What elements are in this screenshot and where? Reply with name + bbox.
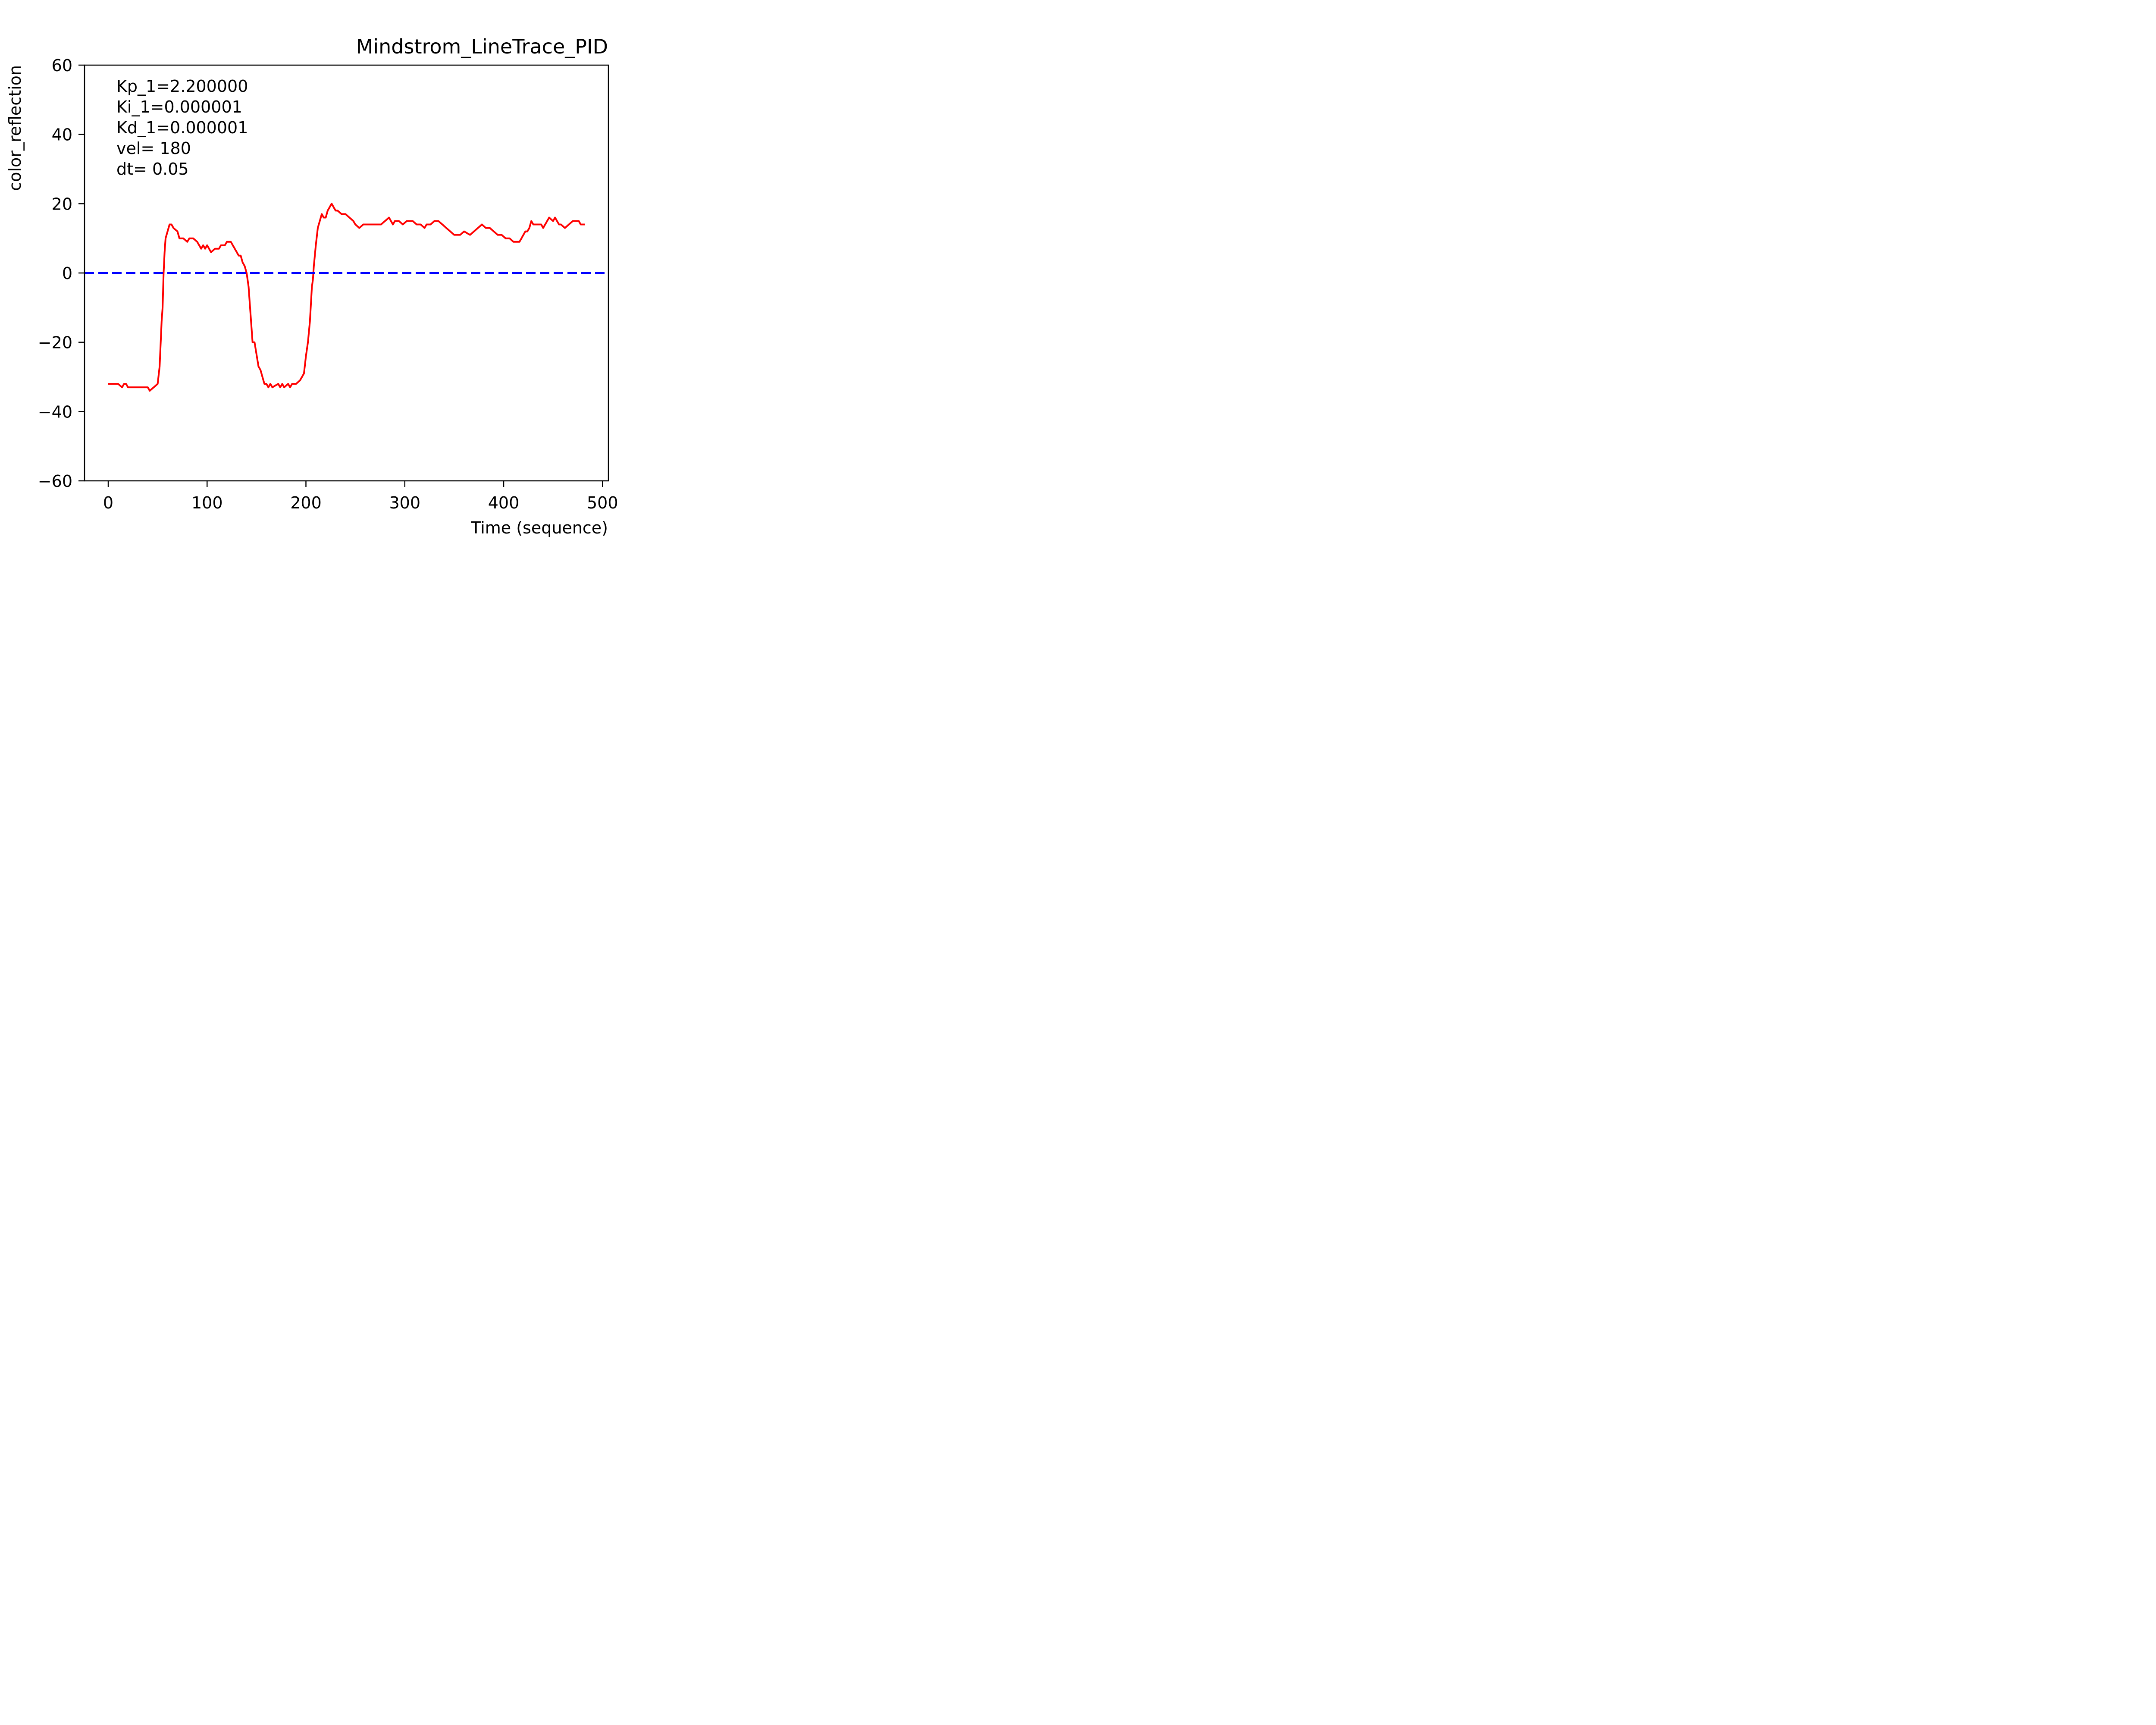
x-tick-label: 200 — [290, 493, 322, 512]
y-axis-ticks: −60 −40 −20 0 20 40 60 — [38, 56, 85, 491]
y-tick-label: −40 — [38, 402, 72, 421]
y-tick-label: 60 — [52, 56, 72, 75]
y-tick-label: 20 — [52, 194, 72, 213]
y-tick-label: −60 — [38, 472, 72, 491]
x-axis-label: Time (sequence) — [470, 518, 608, 537]
x-tick-label: 300 — [389, 493, 420, 512]
parameter-text: dt= 0.05 — [116, 160, 189, 179]
parameter-text: Kp_1=2.200000 — [116, 77, 248, 96]
y-tick-label: 0 — [62, 264, 72, 283]
x-tick-label: 100 — [191, 493, 223, 512]
chart: Mindstrom_LineTrace_PID Kp_1=2.200000Ki_… — [6, 35, 618, 537]
x-tick-label: 400 — [488, 493, 520, 512]
plot-area — [85, 203, 608, 392]
x-tick-label: 500 — [587, 493, 618, 512]
series-line-color-reflection — [108, 203, 585, 392]
parameter-text: Ki_1=0.000001 — [116, 97, 242, 116]
parameter-text: vel= 180 — [116, 139, 191, 158]
y-tick-label: 40 — [52, 125, 72, 144]
y-axis-label: color_reflection — [6, 65, 25, 191]
parameter-text: Kd_1=0.000001 — [116, 118, 248, 137]
y-tick-label: −20 — [38, 333, 72, 352]
x-tick-label: 0 — [103, 493, 113, 512]
x-axis-ticks: 0 100 200 300 400 500 — [103, 481, 618, 512]
chart-title: Mindstrom_LineTrace_PID — [356, 35, 608, 58]
